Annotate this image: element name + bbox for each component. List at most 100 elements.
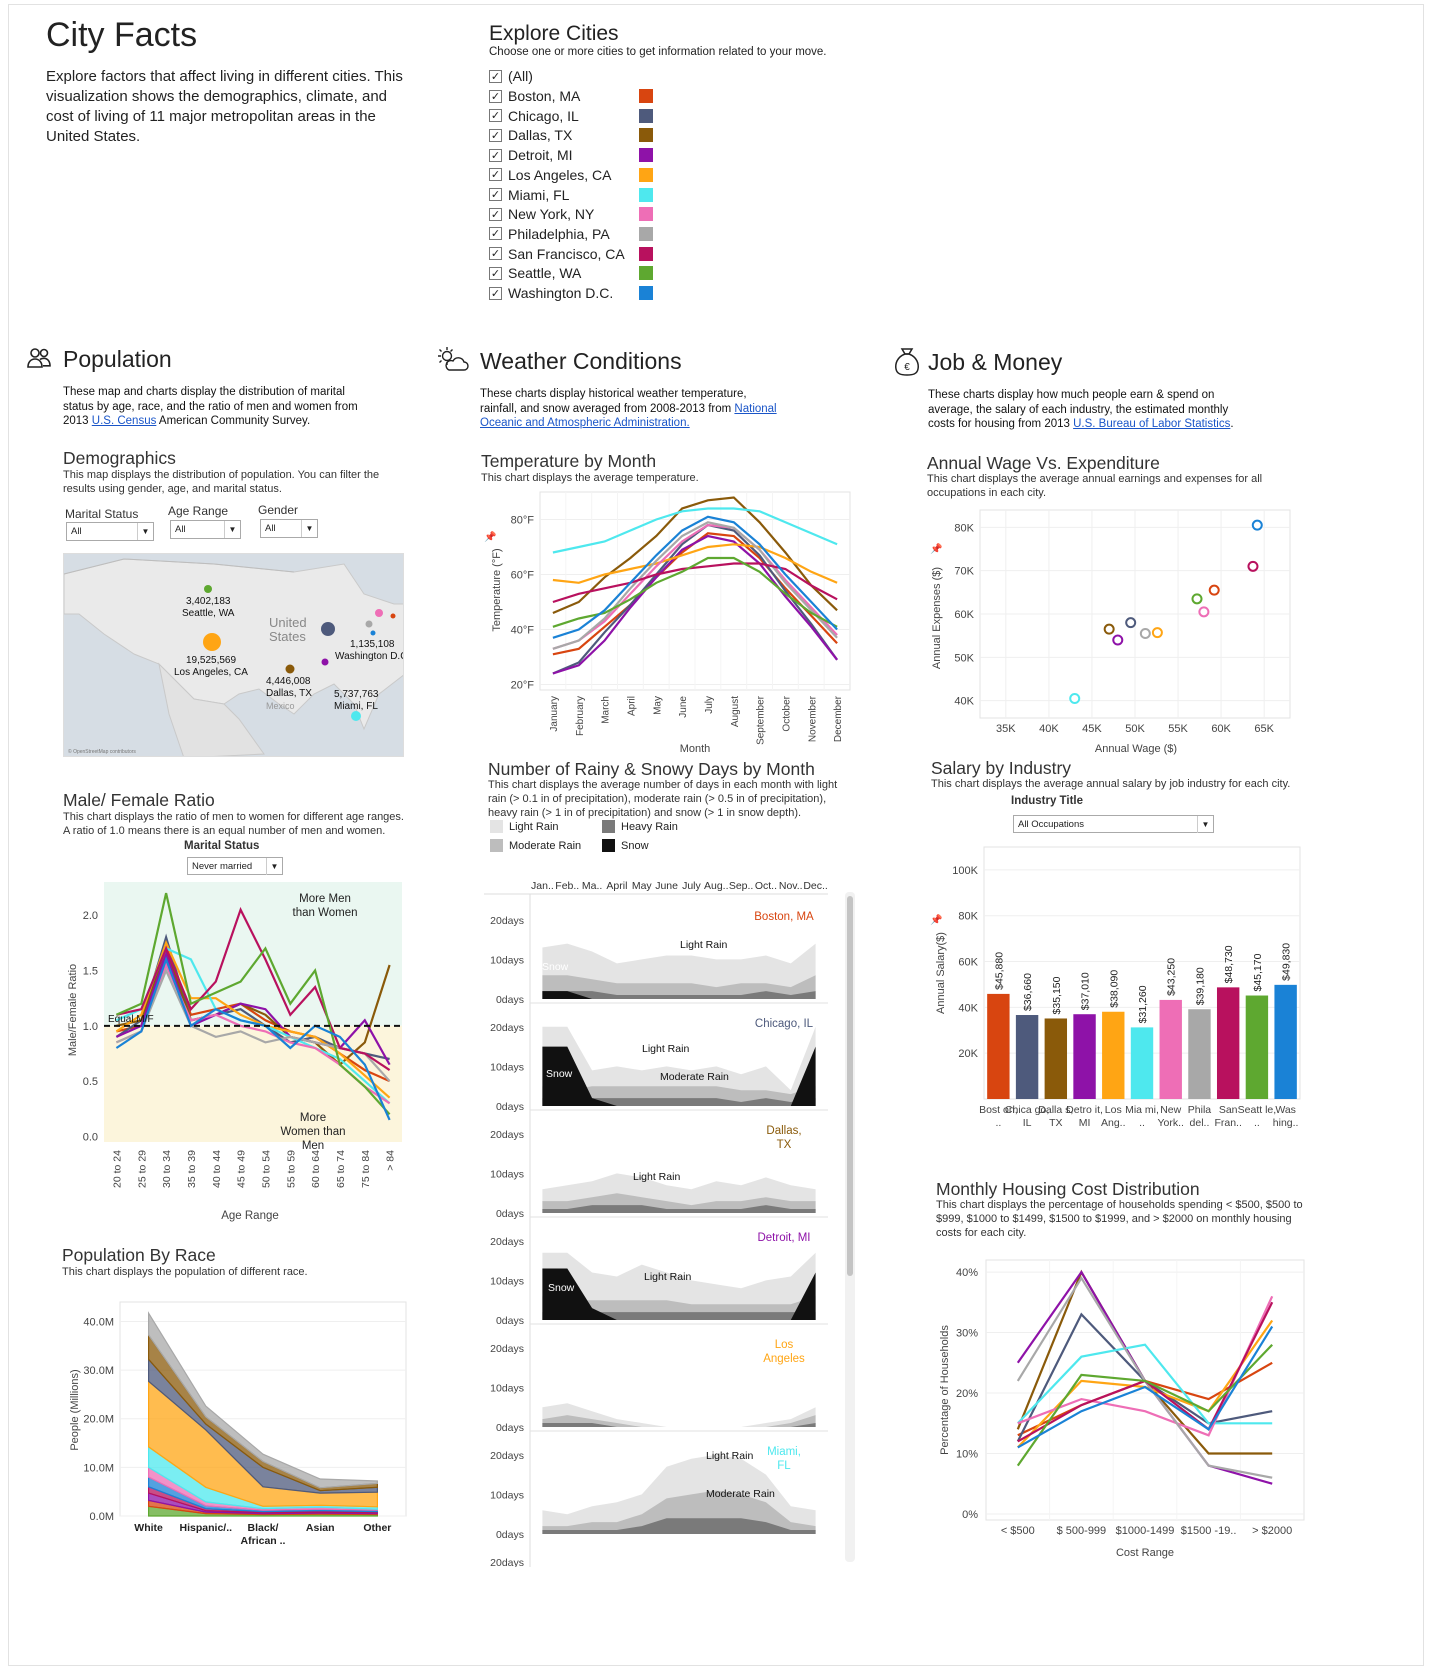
scatter-point[interactable] — [1151, 627, 1163, 639]
scatter-point[interactable] — [1247, 560, 1259, 572]
area-series[interactable] — [148, 1311, 378, 1489]
series-line[interactable] — [116, 906, 391, 1072]
series-line[interactable] — [552, 562, 838, 604]
salary-bar[interactable] — [1015, 1015, 1039, 1099]
city-option[interactable]: ✓ Philadelphia, PA — [489, 224, 610, 244]
scatter-point[interactable] — [1251, 519, 1263, 531]
wage-chart[interactable]: 35K 40K 45K 50K 55K 60K 65K 40K 50K 60K 70K 80K Annu… — [926, 500, 1296, 755]
checkbox-icon[interactable]: ✓ — [489, 188, 502, 201]
checkbox-icon[interactable]: ✓ — [489, 109, 502, 123]
ratio-chart[interactable]: 0.0 0.5 1.0 1.5 2.0 Equal M/F More Men than Wom… — [60, 880, 410, 1225]
series-line[interactable] — [115, 950, 391, 1066]
rain-area[interactable] — [542, 975, 816, 999]
series-line[interactable] — [1017, 1325, 1274, 1449]
checkbox-icon[interactable]: ✓ — [489, 69, 502, 83]
rain-scrollbar[interactable] — [845, 892, 855, 1562]
checkbox-icon[interactable]: ✓ — [489, 266, 502, 280]
legend-item[interactable]: Snow — [602, 839, 649, 852]
salary-bar[interactable] — [1130, 1027, 1154, 1099]
salary-bar[interactable] — [1216, 987, 1240, 1099]
salary-bar[interactable] — [1188, 1009, 1211, 1099]
city-option[interactable]: ✓ Washington D.C. — [489, 283, 613, 303]
city-option[interactable]: ✓ San Francisco, CA — [489, 244, 625, 264]
population-map[interactable]: United States Mexico © OpenStreetMap con… — [63, 553, 404, 757]
map-bubble-chicago[interactable] — [321, 622, 335, 636]
checkbox-icon[interactable]: ✓ — [489, 168, 502, 182]
legend-item[interactable]: Light Rain — [490, 820, 559, 833]
bls-link[interactable]: U.S. Bureau of Labor Statistics — [1073, 418, 1231, 430]
scatter-point[interactable] — [1139, 628, 1151, 639]
salary-bar[interactable] — [987, 993, 1010, 1099]
series-line[interactable] — [115, 892, 391, 1116]
rain-area[interactable] — [542, 1098, 816, 1106]
series-line[interactable] — [115, 939, 391, 1099]
checkbox-icon[interactable]: ✓ — [489, 227, 502, 241]
series-line[interactable] — [552, 534, 838, 675]
rain-area[interactable] — [542, 991, 816, 999]
rain-area[interactable] — [542, 1403, 816, 1427]
city-option[interactable]: ✓ New York, NY — [489, 204, 594, 224]
rain-area[interactable] — [542, 1268, 816, 1321]
rain-area[interactable] — [542, 1046, 816, 1106]
scatter-point[interactable] — [1191, 593, 1203, 605]
map-bubble-washington[interactable] — [370, 630, 376, 636]
series-line[interactable] — [552, 523, 838, 650]
noaa-link[interactable]: National Oceanic and Atmospheric Adminis… — [480, 402, 777, 430]
scatter-point[interactable] — [1125, 617, 1137, 629]
city-option[interactable]: ✓ Boston, MA — [489, 86, 580, 106]
checkbox-icon[interactable]: ✓ — [489, 207, 502, 221]
rain-chart[interactable]: Jan.. Feb.. Ma.. April May June July Aug.. Sep..… — [484, 872, 844, 1567]
scatter-point[interactable] — [1112, 634, 1124, 646]
map-bubble-detroit[interactable] — [321, 658, 329, 666]
census-link[interactable]: U.S. Census — [91, 415, 157, 427]
scatter-point[interactable] — [1103, 623, 1115, 635]
map-bubble-miami[interactable] — [351, 711, 361, 721]
series-line[interactable] — [552, 521, 838, 650]
checkbox-icon[interactable]: ✓ — [489, 89, 502, 103]
series-line[interactable] — [1017, 1343, 1273, 1425]
map-bubble-boston[interactable] — [390, 613, 396, 619]
salary-bar[interactable] — [1159, 999, 1182, 1099]
map-bubble-new-york[interactable] — [375, 609, 383, 617]
marital-status-dropdown[interactable]: All ▼ — [66, 522, 154, 541]
rain-area[interactable] — [542, 1205, 816, 1213]
legend-item[interactable]: Moderate Rain — [490, 839, 581, 852]
checkbox-icon[interactable]: ✓ — [489, 286, 502, 300]
city-option-all[interactable]: ✓ (All) — [489, 66, 533, 86]
scatter-point[interactable] — [1208, 584, 1220, 596]
map-bubble-philadelphia[interactable] — [365, 620, 373, 628]
salary-bar[interactable] — [1073, 1014, 1096, 1099]
salary-bar[interactable] — [1102, 1011, 1125, 1099]
rain-area[interactable] — [542, 1518, 816, 1534]
salary-bar[interactable] — [1274, 984, 1297, 1099]
series-line[interactable] — [552, 543, 838, 584]
checkbox-icon[interactable]: ✓ — [489, 128, 502, 142]
city-option[interactable]: ✓ Miami, FL — [489, 185, 569, 205]
housing-chart[interactable]: 0% 10% 20% 30% 40% < $500 $ 500-999 $1000-1499 $… — [930, 1258, 1310, 1568]
legend-item[interactable]: Heavy Rain — [602, 820, 678, 833]
gender-dropdown[interactable]: All ▼ — [260, 519, 318, 538]
industry-dropdown[interactable]: All Occupations ▼ — [1013, 815, 1214, 833]
rain-area[interactable] — [542, 991, 816, 999]
scrollbar-thumb[interactable] — [847, 896, 853, 1276]
city-option[interactable]: ✓ Seattle, WA — [489, 263, 581, 283]
checkbox-icon[interactable]: ✓ — [489, 148, 502, 162]
map-bubble-dallas[interactable] — [285, 664, 295, 674]
series-line[interactable] — [1016, 1343, 1273, 1467]
map-bubble-los-angeles[interactable] — [203, 633, 221, 651]
rain-area[interactable] — [542, 1423, 816, 1427]
series-line[interactable] — [552, 515, 838, 639]
salary-chart[interactable]: 20K 40K 60K 80K 100K $45,880 Bost on, .. $36,660… — [926, 845, 1306, 1135]
checkbox-icon[interactable]: ✓ — [489, 247, 502, 261]
rain-area[interactable] — [542, 1415, 816, 1427]
scatter-point[interactable] — [1198, 606, 1210, 618]
scatter-point[interactable] — [1069, 693, 1081, 704]
age-range-dropdown[interactable]: All ▼ — [170, 520, 241, 539]
rain-area[interactable] — [542, 1026, 816, 1106]
series-line[interactable] — [115, 956, 391, 1121]
city-option[interactable]: ✓ Detroit, MI — [489, 145, 573, 165]
map-bubble-seattle[interactable] — [204, 585, 212, 593]
salary-bar[interactable] — [1044, 1018, 1068, 1099]
series-line[interactable] — [552, 507, 838, 554]
city-option[interactable]: ✓ Dallas, TX — [489, 125, 572, 145]
